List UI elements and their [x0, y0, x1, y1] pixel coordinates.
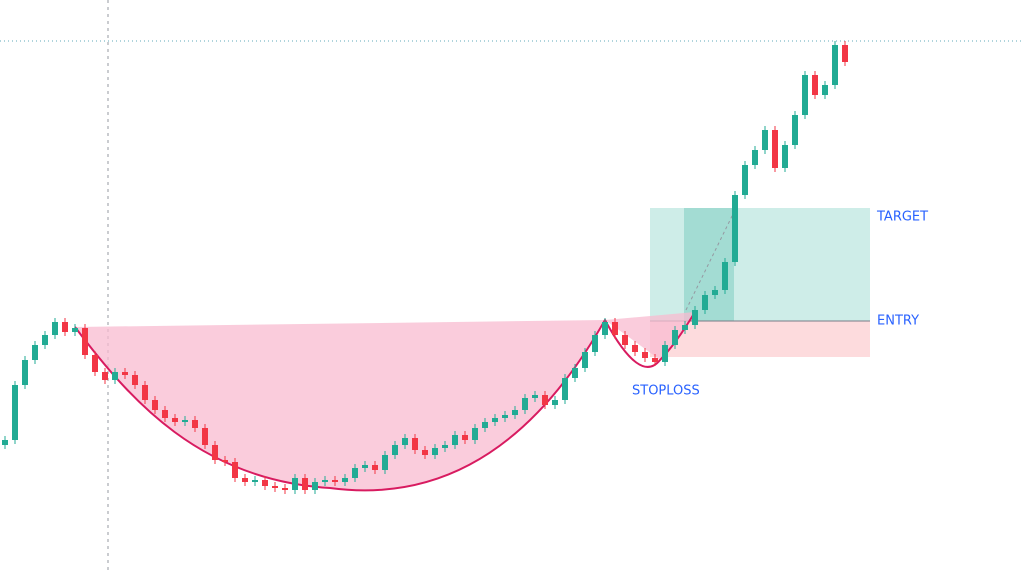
candle-body — [652, 358, 658, 362]
candle-body — [502, 415, 508, 418]
candle-body — [412, 438, 418, 450]
candle-body — [402, 438, 408, 445]
candle-body — [522, 398, 528, 410]
candle-body — [2, 440, 8, 445]
candle-body — [572, 368, 578, 378]
level-label: TARGET — [876, 210, 928, 225]
candle-body — [792, 115, 798, 145]
candle-body — [382, 455, 388, 470]
candle-body — [612, 322, 618, 335]
candle-body — [252, 480, 258, 482]
candle-body — [622, 335, 628, 345]
candle-body — [432, 448, 438, 455]
candle-body — [232, 462, 238, 478]
candle-body — [292, 478, 298, 490]
candle-body — [512, 410, 518, 415]
target-zone — [650, 208, 870, 321]
candle-body — [212, 445, 218, 460]
candle-body — [362, 465, 368, 468]
candle-body — [202, 428, 208, 445]
candle-body — [22, 360, 28, 385]
level-label: STOPLOSS — [632, 384, 700, 399]
candle-body — [752, 150, 758, 165]
candle-body — [722, 262, 728, 290]
candle-body — [192, 420, 198, 428]
candle-body — [562, 378, 568, 400]
candle-body — [462, 435, 468, 440]
candle-body — [492, 418, 498, 422]
candle-body — [162, 410, 168, 418]
candle-body — [482, 422, 488, 428]
candle-body — [812, 75, 818, 95]
candle-body — [32, 345, 38, 360]
candle-body — [152, 400, 158, 410]
candle-body — [112, 372, 118, 380]
candle-body — [542, 395, 548, 405]
candle-body — [52, 322, 58, 335]
candle-body — [842, 45, 848, 62]
cup-shading — [75, 312, 695, 491]
candle-body — [422, 450, 428, 455]
candle-body — [72, 328, 78, 332]
candle-body — [442, 445, 448, 448]
candle-body — [712, 290, 718, 295]
candle-body — [662, 345, 668, 362]
candle-body — [172, 418, 178, 422]
candle-body — [642, 352, 648, 358]
candle-body — [762, 130, 768, 150]
candle-body — [832, 45, 838, 85]
candle-body — [42, 335, 48, 345]
candle-body — [352, 468, 358, 478]
candle-body — [182, 420, 188, 422]
candle-body — [452, 435, 458, 445]
candle-body — [742, 165, 748, 195]
candle-body — [122, 372, 128, 375]
candle-body — [102, 372, 108, 380]
candle-body — [322, 480, 328, 482]
candle-body — [532, 395, 538, 398]
candle-body — [582, 352, 588, 368]
candle-body — [302, 478, 308, 490]
level-label: ENTRY — [877, 314, 919, 329]
candle-body — [62, 322, 68, 332]
candle-body — [772, 130, 778, 168]
candle-body — [342, 478, 348, 482]
candle-body — [262, 480, 268, 486]
candle-body — [132, 375, 138, 385]
cup-curve — [74, 311, 696, 492]
candle-body — [822, 85, 828, 95]
candle-body — [392, 445, 398, 455]
candle-body — [682, 325, 688, 330]
candle-body — [602, 322, 608, 335]
zones — [650, 208, 870, 357]
candle-body — [802, 75, 808, 115]
candle-body — [692, 310, 698, 325]
candle-body — [12, 385, 18, 440]
candle-body — [632, 345, 638, 352]
candle-body — [782, 145, 788, 168]
candle-body — [82, 328, 88, 355]
candle-body — [142, 385, 148, 400]
candle-body — [312, 482, 318, 490]
candle-body — [732, 195, 738, 262]
candle-body — [472, 428, 478, 440]
candle-body — [702, 295, 708, 310]
candle-body — [242, 478, 248, 482]
candle-body — [222, 460, 228, 462]
candle-body — [272, 486, 278, 488]
candle-body — [332, 480, 338, 482]
candle-body — [672, 330, 678, 345]
projection-line — [685, 209, 736, 311]
candle-body — [552, 400, 558, 405]
candle-body — [282, 488, 288, 490]
candle-body — [92, 355, 98, 372]
candle-body — [372, 465, 378, 470]
candle-body — [592, 335, 598, 352]
candles — [2, 41, 848, 494]
